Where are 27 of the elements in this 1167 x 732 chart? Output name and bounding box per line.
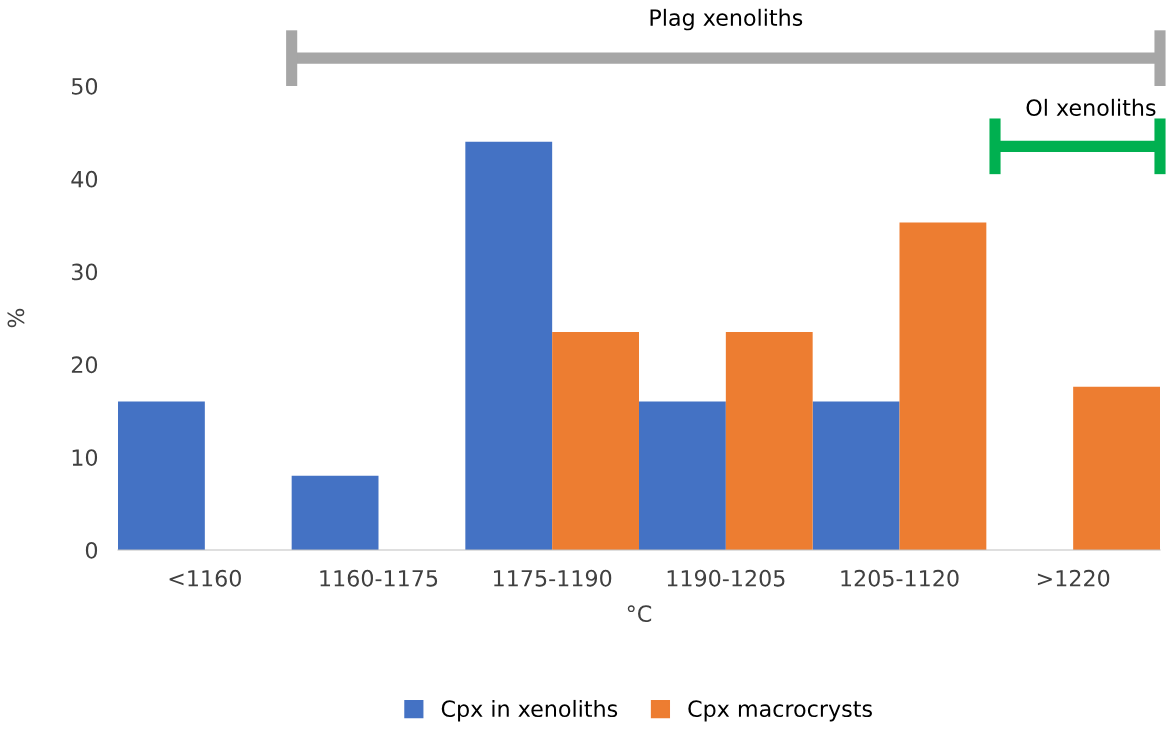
x-tick-label: >1220 [1037, 569, 1110, 587]
x-tick-label: 1190-1205 [667, 569, 785, 587]
bar [118, 401, 205, 550]
y-tick-label: 10 [72, 449, 98, 466]
x-tick-label: <1160 [169, 569, 241, 587]
legend-label: Cpx macrocrysts [688, 700, 872, 722]
bar [552, 331, 639, 550]
x-tick-label: 1205-1120 [841, 569, 959, 587]
y-tick-label: 40 [71, 170, 98, 188]
x-tick-label: 1175-1190 [494, 569, 612, 587]
annotation: Ol xenoliths [1026, 98, 1156, 117]
x-axis-title: °C [627, 605, 652, 623]
bar [639, 401, 726, 550]
bar [812, 401, 900, 550]
text: Plag xenoliths [650, 8, 803, 31]
y-axis-title: % [7, 308, 25, 328]
bar [291, 475, 379, 550]
y-tick-label: 0 [85, 541, 98, 559]
x-tick-label: 1160-1175 [320, 569, 438, 587]
bar [899, 222, 987, 550]
y-tick-label: 30 [71, 263, 98, 281]
y-tick-label: 50 [71, 77, 98, 95]
bar [465, 141, 553, 550]
y-tick-label: 20 [71, 356, 98, 374]
legend-label: Cpx in xenoliths [441, 699, 618, 722]
bar [1073, 386, 1160, 550]
bar [725, 331, 813, 550]
